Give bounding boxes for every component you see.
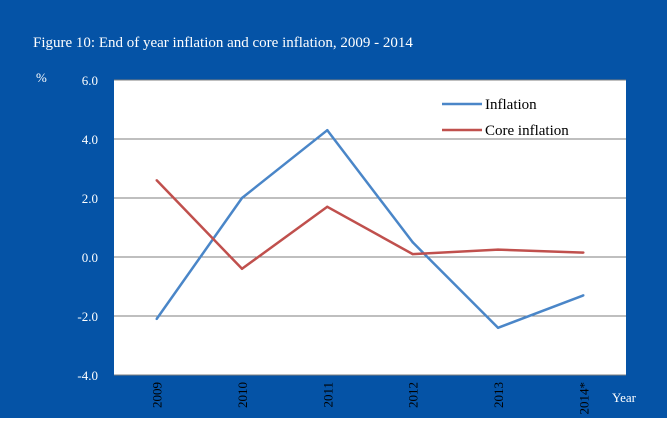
y-axis-unit-label: % (36, 70, 47, 85)
x-axis-label: Year (612, 390, 637, 405)
data-point (155, 317, 158, 321)
y-tick-label: -2.0 (77, 309, 98, 324)
data-point (326, 128, 329, 132)
legend-label: Inflation (485, 97, 537, 113)
x-tick-label: 2010 (235, 382, 250, 408)
x-tick-label: 2013 (491, 382, 506, 408)
data-point (411, 252, 414, 256)
x-tick-label: 2014* (576, 382, 591, 415)
series-line-0 (155, 128, 584, 330)
y-tick-label: -4.0 (77, 368, 98, 383)
x-tick-label: 2012 (406, 382, 421, 408)
data-point (496, 248, 500, 251)
chart-title: Figure 10: End of year inflation and cor… (33, 35, 413, 51)
data-point (240, 267, 244, 270)
y-tick-label: 0.0 (82, 250, 98, 265)
legend: Inflation Core inflation (442, 97, 569, 139)
x-tick-label: 2009 (150, 382, 165, 408)
x-axis-ticks: 2009 2010 2011 2012 2013 2014* (150, 382, 592, 415)
data-point (582, 251, 585, 254)
data-point (582, 294, 585, 297)
y-tick-label: 2.0 (82, 191, 98, 206)
plot-area (114, 80, 626, 375)
data-point (496, 326, 500, 329)
y-tick-label: 4.0 (82, 132, 98, 147)
grid-lines (114, 79, 626, 376)
data-point (411, 241, 414, 244)
data-point (240, 196, 244, 200)
y-axis-ticks: 6.0 4.0 2.0 0.0 -2.0 -4.0 (77, 73, 98, 383)
series-line-1 (155, 179, 584, 271)
x-tick-label: 2011 (320, 382, 335, 408)
y-tick-label: 6.0 (82, 73, 98, 88)
data-point (326, 205, 329, 209)
legend-label: Core inflation (485, 123, 569, 139)
data-point (155, 179, 158, 182)
series-lines (155, 128, 585, 330)
